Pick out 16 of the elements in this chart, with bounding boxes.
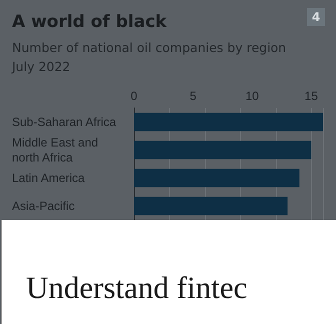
bar — [134, 140, 312, 160]
y-tick-label: Asia-Pacific — [12, 199, 75, 213]
y-tick-label: Middle East and north Africa — [12, 136, 102, 164]
text: Understand fintec — [26, 270, 248, 306]
x-tick-label: 10 — [245, 89, 260, 103]
bar — [134, 168, 300, 188]
text: 4 — [307, 8, 325, 26]
y-tick-label: Latin America — [12, 171, 86, 185]
chart-subtitle: Number of national oil companies by region July 2022 — [12, 39, 286, 76]
bar — [134, 196, 288, 216]
x-tick-label: 15 — [304, 89, 318, 103]
chart-title: A world of black — [12, 12, 167, 32]
y-tick-label: Sub-Saharan Africa — [12, 115, 116, 129]
x-tick-label: 0 — [130, 89, 138, 103]
x-tick-label: 5 — [190, 89, 197, 103]
bar — [134, 112, 323, 132]
